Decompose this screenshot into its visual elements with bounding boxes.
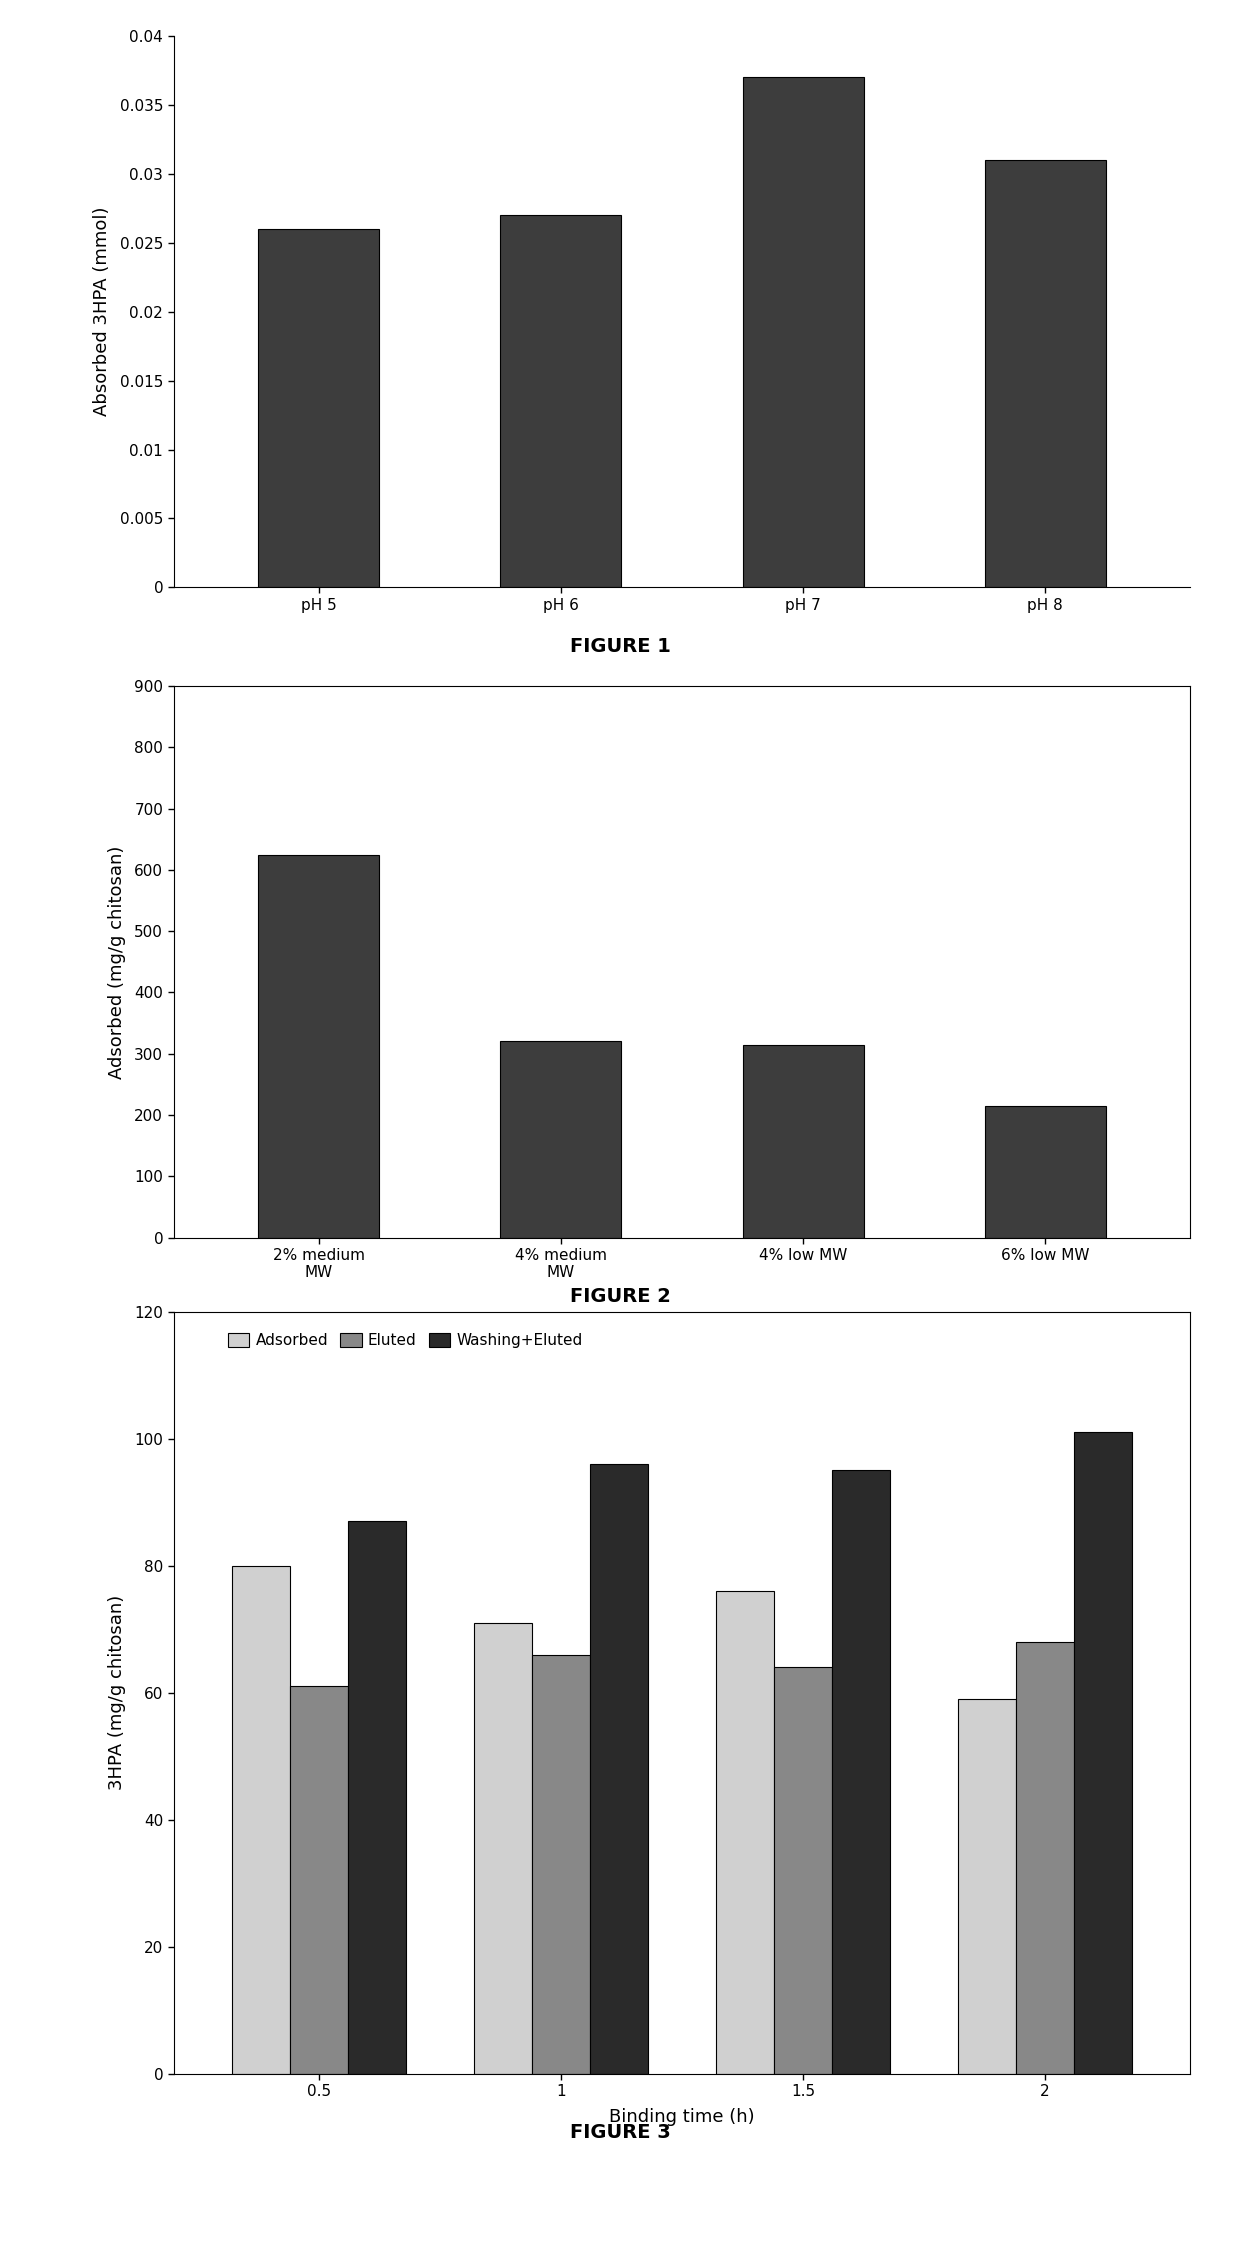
Bar [501, 215, 621, 587]
Bar [501, 1043, 621, 1238]
Bar [985, 159, 1106, 587]
Bar [1016, 1641, 1074, 2074]
Bar [258, 854, 379, 1238]
Bar [474, 1623, 532, 2074]
Y-axis label: 3HPA (mg/g chitosan): 3HPA (mg/g chitosan) [108, 1594, 126, 1791]
Bar [232, 1565, 290, 2074]
Text: FIGURE 2: FIGURE 2 [569, 1287, 671, 1305]
Bar [1074, 1433, 1132, 2074]
Bar [715, 1592, 774, 2074]
Bar [290, 1686, 348, 2074]
X-axis label: Binding time (h): Binding time (h) [609, 2107, 755, 2125]
Legend: Adsorbed, Eluted, Washing+Eluted: Adsorbed, Eluted, Washing+Eluted [222, 1327, 589, 1354]
Bar [743, 1045, 863, 1238]
Bar [774, 1668, 832, 2074]
Text: FIGURE 1: FIGURE 1 [569, 637, 671, 655]
Bar [985, 1105, 1106, 1238]
Bar [348, 1520, 405, 2074]
Bar [532, 1655, 590, 2074]
Y-axis label: Absorbed 3HPA (mmol): Absorbed 3HPA (mmol) [93, 206, 112, 417]
Bar [590, 1464, 649, 2074]
Text: FIGURE 3: FIGURE 3 [569, 2123, 671, 2141]
Bar [743, 76, 863, 587]
Bar [832, 1471, 890, 2074]
Bar [258, 229, 379, 587]
Bar [959, 1699, 1016, 2074]
Y-axis label: Adsorbed (mg/g chitosan): Adsorbed (mg/g chitosan) [108, 845, 125, 1078]
